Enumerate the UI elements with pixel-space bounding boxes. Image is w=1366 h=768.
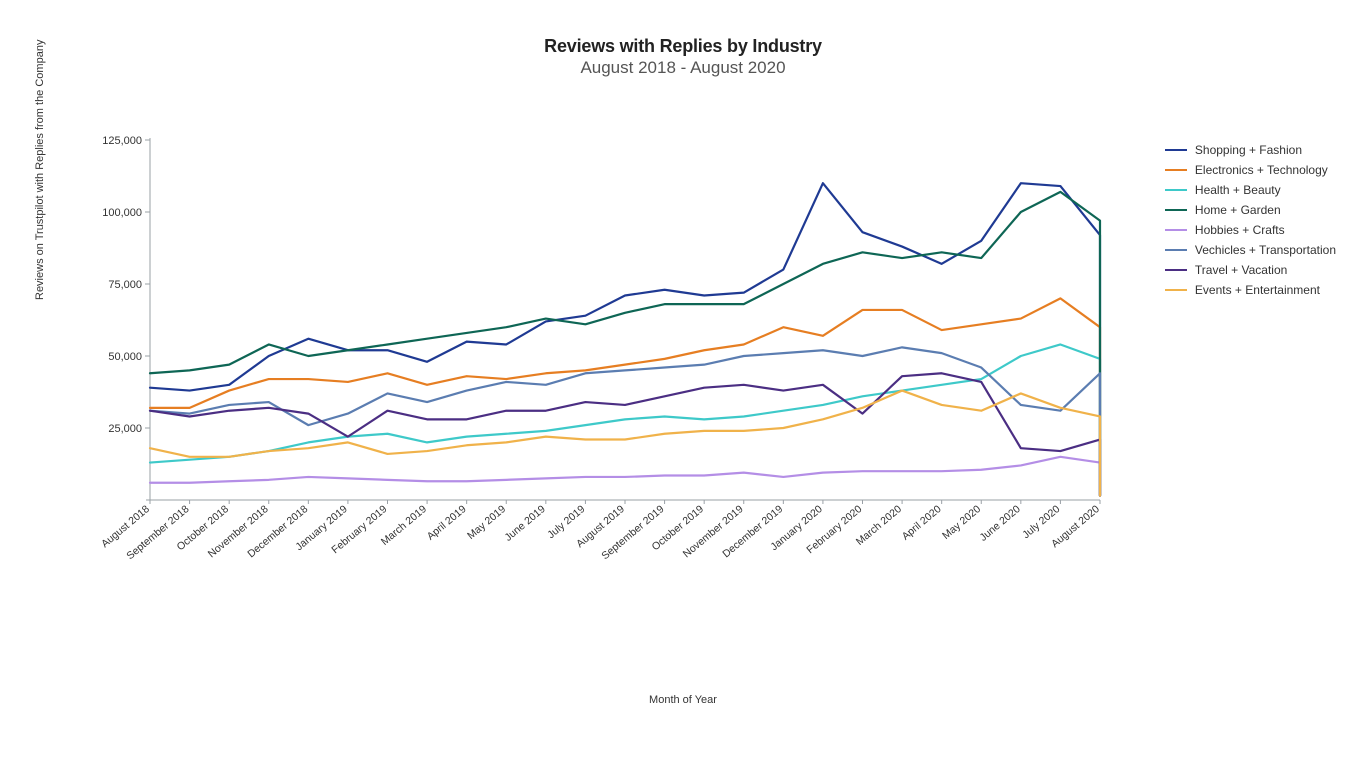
legend-swatch [1165, 269, 1187, 271]
series-line [150, 391, 1100, 496]
chart-plot: 25,00050,00075,000100,000125,000August 2… [0, 0, 1366, 768]
legend-swatch [1165, 289, 1187, 291]
y-tick-label: 50,000 [108, 351, 142, 363]
legend-swatch [1165, 189, 1187, 191]
legend-item: Events + Entertainment [1165, 280, 1336, 300]
legend-item: Shopping + Fashion [1165, 140, 1336, 160]
legend-item: Travel + Vacation [1165, 260, 1336, 280]
x-tick-label: June 2020 [977, 503, 1022, 544]
legend-label: Events + Entertainment [1195, 283, 1320, 297]
y-tick-label: 75,000 [108, 279, 142, 291]
legend-swatch [1165, 149, 1187, 151]
legend-label: Home + Garden [1195, 203, 1281, 217]
legend-swatch [1165, 169, 1187, 171]
legend-item: Hobbies + Crafts [1165, 220, 1336, 240]
chart-svg: 25,00050,00075,000100,000125,000August 2… [0, 0, 1366, 768]
chart-root: Reviews with Replies by Industry August … [0, 0, 1366, 768]
series-line [150, 344, 1100, 495]
legend-item: Health + Beauty [1165, 180, 1336, 200]
legend-item: Vechicles + Transportation [1165, 240, 1336, 260]
y-tick-label: 125,000 [102, 135, 142, 147]
legend-label: Travel + Vacation [1195, 263, 1287, 277]
x-tick-label: May 2019 [465, 503, 508, 542]
legend-swatch [1165, 249, 1187, 251]
x-tick-label: June 2019 [502, 503, 547, 544]
legend-item: Electronics + Technology [1165, 160, 1336, 180]
legend-label: Electronics + Technology [1195, 163, 1328, 177]
legend-item: Home + Garden [1165, 200, 1336, 220]
series-line [150, 347, 1100, 495]
legend-label: Vechicles + Transportation [1195, 243, 1336, 257]
series-line [150, 457, 1100, 496]
y-tick-label: 25,000 [108, 423, 142, 435]
legend-label: Hobbies + Crafts [1195, 223, 1285, 237]
legend-label: Health + Beauty [1195, 183, 1281, 197]
series-line [150, 298, 1100, 495]
y-tick-label: 100,000 [102, 207, 142, 219]
x-tick-label: May 2020 [940, 503, 983, 542]
x-tick-label: April 2020 [900, 503, 944, 543]
chart-legend: Shopping + Fashion Electronics + Technolo… [1165, 140, 1336, 300]
x-tick-label: April 2019 [425, 503, 469, 543]
legend-swatch [1165, 209, 1187, 211]
legend-swatch [1165, 229, 1187, 231]
legend-label: Shopping + Fashion [1195, 143, 1302, 157]
